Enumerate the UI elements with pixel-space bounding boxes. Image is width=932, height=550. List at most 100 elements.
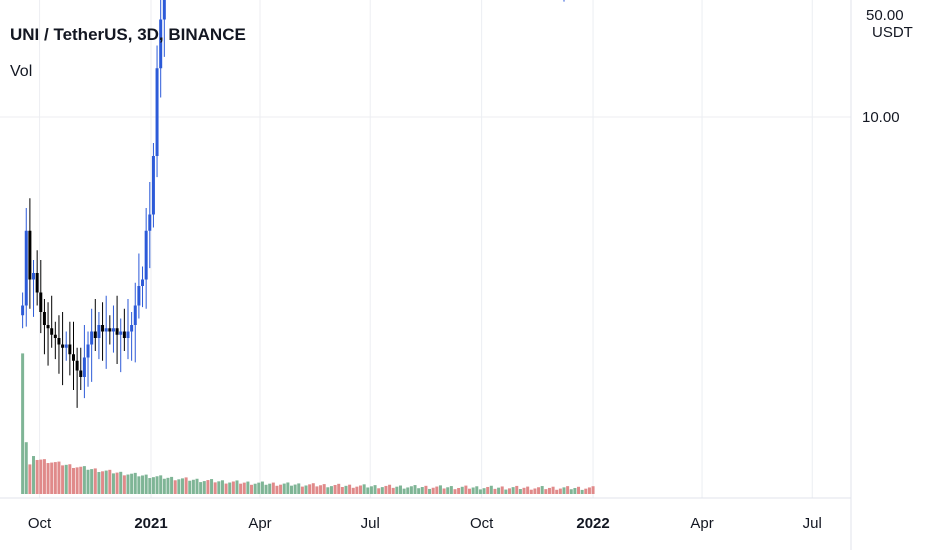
volume-bar <box>53 462 57 494</box>
volume-bar <box>420 487 424 494</box>
volume-bar <box>537 487 541 494</box>
volume-bar <box>46 463 50 494</box>
candle-body[interactable] <box>32 273 36 280</box>
volume-bar <box>351 487 355 494</box>
volume-bar <box>555 489 559 494</box>
volume-bar <box>282 483 286 494</box>
candle-body[interactable] <box>126 331 130 339</box>
volume-bar <box>329 486 333 494</box>
volume-bar <box>504 489 508 494</box>
candle-body[interactable] <box>28 230 32 280</box>
candle-body[interactable] <box>93 331 97 339</box>
volume-bar <box>35 459 39 494</box>
volume-bar <box>111 473 115 494</box>
volume-bar <box>442 488 446 494</box>
candle-body[interactable] <box>39 292 43 313</box>
volume-bar <box>435 486 439 494</box>
candle-body[interactable] <box>115 328 119 335</box>
volume-bar <box>213 482 217 494</box>
candle-body[interactable] <box>24 230 28 306</box>
candle-body[interactable] <box>130 325 134 332</box>
candle-body[interactable] <box>68 344 72 355</box>
volume-bar <box>529 489 533 494</box>
candle-body[interactable] <box>111 328 115 332</box>
volume-bar <box>438 485 442 494</box>
volume-bar <box>518 489 522 494</box>
volume-bar <box>90 469 94 494</box>
candle-body[interactable] <box>137 286 141 306</box>
candle-body[interactable] <box>144 230 148 280</box>
candle-body[interactable] <box>122 331 126 339</box>
candle-body[interactable] <box>42 312 46 325</box>
candle-body[interactable] <box>119 331 123 335</box>
volume-bar <box>148 478 152 494</box>
volume-bar <box>591 486 595 494</box>
volume-bar <box>264 484 268 494</box>
price-axis-ticks[interactable]: 10.0020.0030.0040.00 <box>862 0 900 126</box>
volume-bar <box>68 464 72 494</box>
volume-bar <box>220 480 224 494</box>
candle-body[interactable] <box>79 370 83 378</box>
volume-bar <box>61 465 65 494</box>
volume-indicator-label[interactable]: Vol <box>10 63 32 80</box>
volume-bar <box>468 488 472 494</box>
volume-bar <box>173 480 177 494</box>
time-axis-ticks[interactable]: Oct 2021 Apr Jul Oct 2022 Apr Jul <box>28 515 822 532</box>
candle-body[interactable] <box>50 328 54 335</box>
volume-bar <box>540 486 544 494</box>
candle-body[interactable] <box>46 325 50 329</box>
volume-bar <box>526 486 530 494</box>
volume-bar <box>308 484 312 494</box>
time-tick-label: 2022 <box>576 515 609 532</box>
candle-body[interactable] <box>86 344 90 358</box>
candle-body[interactable] <box>159 19 163 69</box>
candle-body[interactable] <box>57 338 61 345</box>
volume-bar <box>304 485 308 494</box>
volume-bar <box>322 484 326 494</box>
volume-bar <box>377 488 381 494</box>
volume-bar <box>373 485 377 494</box>
candle-body[interactable] <box>151 156 155 215</box>
volume-bar <box>235 480 239 494</box>
volume-bar <box>569 489 573 494</box>
candle-body[interactable] <box>35 273 39 293</box>
volume-bar <box>231 481 235 494</box>
volume-bar <box>210 479 214 494</box>
volume-bar <box>202 481 206 494</box>
volume-bar <box>511 487 515 494</box>
candle-body[interactable] <box>162 0 166 20</box>
volume-bar <box>101 471 105 494</box>
candle-body[interactable] <box>90 331 94 345</box>
candle-body[interactable] <box>71 354 75 361</box>
candle-body[interactable] <box>155 68 159 156</box>
volume-bar <box>50 462 54 494</box>
volume-bar <box>144 474 148 494</box>
volume-bar <box>286 482 290 494</box>
volume-bar <box>551 486 555 494</box>
candles-layer[interactable] <box>21 0 594 408</box>
candle-body[interactable] <box>148 214 152 231</box>
volume-bar <box>544 489 548 494</box>
candle-body[interactable] <box>133 305 137 326</box>
volume-bar <box>271 482 275 494</box>
candle-body[interactable] <box>61 344 65 348</box>
time-tick-label: Oct <box>470 515 494 532</box>
volume-bar <box>162 478 166 494</box>
candle-body[interactable] <box>108 328 112 332</box>
candle-body[interactable] <box>75 360 79 371</box>
volume-bar <box>137 476 141 494</box>
volume-bar <box>417 488 421 494</box>
candle-body[interactable] <box>141 279 145 287</box>
volume-bar <box>558 488 562 494</box>
candle-body[interactable] <box>104 328 108 332</box>
candle-body[interactable] <box>21 305 25 316</box>
candle-body[interactable] <box>64 344 68 348</box>
candle-body[interactable] <box>82 357 86 378</box>
volume-bar <box>547 487 551 494</box>
candle-body[interactable] <box>53 334 57 338</box>
volume-bar <box>86 469 90 494</box>
candle-body[interactable] <box>101 325 105 332</box>
candle-body[interactable] <box>97 325 101 338</box>
